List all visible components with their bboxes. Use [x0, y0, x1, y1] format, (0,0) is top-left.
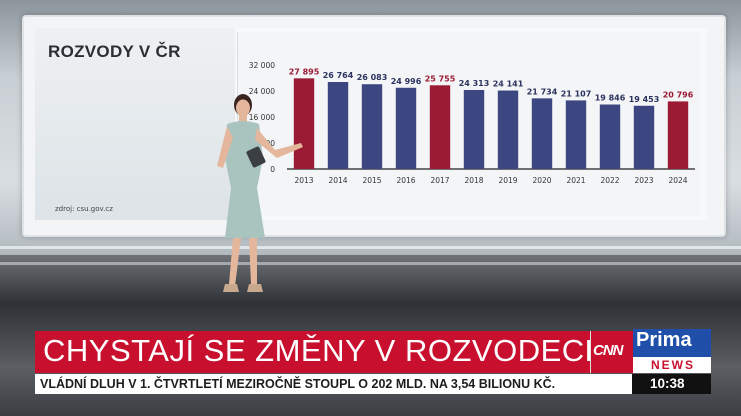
news-logo-box [633, 357, 711, 373]
x-tick-label: 2016 [396, 176, 415, 185]
bar-value-label: 24 313 [459, 79, 490, 88]
ticker-text: VLÁDNÍ DLUH V 1. ČTVRTLETÍ MEZIROČNĚ STO… [40, 377, 556, 391]
bar-value-label: 25 755 [425, 74, 456, 83]
bar [531, 98, 553, 169]
y-tick-label: 16 000 [249, 113, 275, 122]
bar [599, 104, 621, 169]
bar [667, 101, 689, 169]
x-tick-label: 2020 [532, 176, 551, 185]
bar [565, 100, 587, 169]
ticker-bar [35, 374, 632, 394]
bar-value-label: 21 734 [527, 87, 558, 96]
x-tick-label: 2013 [294, 176, 313, 185]
prima-logo-box [633, 329, 711, 357]
bar [327, 82, 349, 169]
bar [361, 84, 383, 169]
x-tick-label: 2023 [634, 176, 653, 185]
floor-stripe [0, 262, 741, 265]
cnn-logo: CNN [593, 342, 623, 359]
y-tick-label: 24 000 [249, 87, 275, 96]
x-tick-label: 2015 [362, 176, 381, 185]
bar-value-label: 20 796 [663, 90, 694, 99]
news-logo: NEWS [651, 358, 695, 372]
x-tick-label: 2022 [600, 176, 619, 185]
x-tick-label: 2024 [668, 176, 687, 185]
bar-value-label: 24 996 [391, 77, 422, 86]
headline-text: CHYSTAJÍ SE ZMĚNY V ROZVODECH [43, 333, 608, 368]
chart-source: zdroj: csu.gov.cz [55, 205, 113, 213]
bar-value-label: 21 107 [561, 89, 592, 98]
bar-value-label: 19 453 [629, 95, 660, 104]
x-tick-label: 2014 [328, 176, 347, 185]
bar [429, 85, 451, 169]
clock-box [632, 374, 711, 394]
y-tick-label: 0 [270, 165, 275, 174]
presenter-figure [217, 94, 303, 292]
bar [395, 87, 417, 169]
bar-value-label: 27 895 [289, 67, 320, 76]
x-tick-label: 2018 [464, 176, 483, 185]
lower-third-headline-bar [35, 331, 590, 373]
y-tick-label: 32 000 [249, 61, 275, 70]
prima-logo: Prima [636, 329, 692, 351]
x-tick-label: 2019 [498, 176, 517, 185]
bar-value-label: 26 083 [357, 73, 388, 82]
floor-stripe [0, 246, 741, 249]
bar [497, 90, 519, 169]
bar-value-label: 26 764 [323, 71, 354, 80]
bar-value-label: 24 141 [493, 80, 524, 89]
chart-title: ROZVODY V ČR [48, 42, 181, 61]
chart-title-panel [35, 28, 235, 220]
cnn-logo-box [590, 331, 633, 373]
clock: 10:38 [650, 376, 685, 391]
x-tick-label: 2021 [566, 176, 585, 185]
bar-value-label: 19 846 [595, 94, 626, 103]
x-tick-label: 2017 [430, 176, 449, 185]
bar [633, 105, 655, 169]
bar [463, 89, 485, 169]
